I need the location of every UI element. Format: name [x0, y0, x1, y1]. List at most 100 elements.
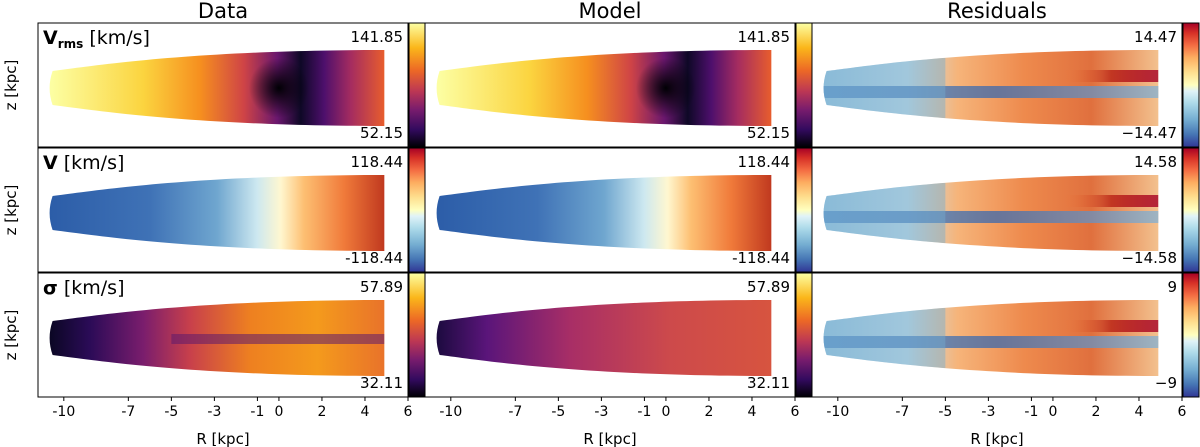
x-tick-label: -7: [508, 404, 522, 420]
y-axis-label: z [kpc]: [2, 60, 20, 111]
panel-frame: [811, 147, 1183, 273]
colorbar: [795, 272, 813, 398]
colorbar-max-label: 14.58: [1134, 153, 1177, 171]
galaxy-map: [436, 175, 772, 251]
galaxy-map: [436, 300, 772, 376]
x-axis-label: R [kpc]: [196, 430, 249, 447]
galaxy-map: [436, 50, 772, 126]
x-tick-label: -1: [1024, 404, 1038, 420]
colorbar-max-label: 9: [1167, 278, 1177, 296]
residual-negative-band: [823, 211, 1159, 223]
colorbar-min-label: -118.44: [732, 249, 790, 267]
residual-negative-band: [823, 336, 1159, 348]
panel-frame: [811, 22, 1183, 148]
x-tick-label: -1: [637, 404, 651, 420]
colorbar-max-label: 118.44: [351, 153, 404, 171]
x-tick-label: 0: [274, 404, 283, 420]
colorbar-min-label: 32.11: [360, 374, 403, 392]
colorbar-min-label: 32.11: [747, 374, 790, 392]
colorbar: [408, 147, 426, 273]
panel-r1-c3: 14.47 −14.47: [811, 22, 1200, 148]
colorbar: [795, 22, 813, 148]
x-tick-label: 0: [661, 404, 670, 420]
x-tick-label: -10: [826, 404, 849, 420]
colorbar: [795, 147, 813, 273]
panel-frame: [424, 272, 796, 398]
residual-positive-band: [1063, 70, 1159, 82]
colorbar-max-label: 14.47: [1134, 28, 1177, 46]
central-minimum: [248, 58, 309, 118]
x-tick-label: -1: [250, 404, 264, 420]
x-tick-label: -3: [207, 404, 221, 420]
galaxy-map: [49, 175, 385, 251]
x-tick-label: -5: [164, 404, 178, 420]
x-tick-label: -10: [439, 404, 462, 420]
panel-r2-c3: 14.58 −14.58: [811, 147, 1200, 273]
colorbar-max-label: 141.85: [351, 28, 404, 46]
x-tick-label: 6: [791, 404, 800, 420]
panel-r3-c3: 9 −9: [811, 272, 1200, 398]
colorbar: [408, 272, 426, 398]
colorbar-max-label: 57.89: [360, 278, 403, 296]
x-tick-label: -7: [121, 404, 135, 420]
residual-positive-band: [1063, 320, 1159, 332]
column-title: Residuals: [947, 0, 1047, 23]
cold-midplane: [171, 334, 385, 344]
colorbar-min-label: −14.47: [1121, 124, 1177, 142]
x-tick-label: 0: [1048, 404, 1057, 420]
column-title: Data: [198, 0, 248, 23]
residual-negative-band: [823, 86, 1159, 98]
residual-left-region: [823, 308, 946, 368]
x-tick-label: 4: [1135, 404, 1144, 420]
galaxy-map: [49, 50, 385, 126]
panel-frame: [37, 147, 409, 273]
x-tick-label: -5: [938, 404, 952, 420]
residual-left-region: [823, 183, 946, 243]
x-axis-label: R [kpc]: [583, 430, 636, 447]
x-axis-label: R [kpc]: [970, 430, 1023, 447]
colorbar-min-label: −14.58: [1121, 249, 1177, 267]
x-tick-label: 4: [748, 404, 757, 420]
colorbar: [408, 22, 426, 148]
colorbar-min-label: −9: [1155, 374, 1177, 392]
panel-r1-c1: 141.85 52.15: [37, 22, 426, 148]
y-axis-label: z [kpc]: [2, 185, 20, 236]
x-tick-label: 6: [404, 404, 413, 420]
colorbar: [1182, 22, 1200, 148]
x-tick-label: -3: [981, 404, 995, 420]
x-tick-label: -5: [551, 404, 565, 420]
x-tick-label: -7: [895, 404, 909, 420]
panel-frame: [424, 22, 796, 148]
panel-frame: [424, 147, 796, 273]
panel-frame: [37, 22, 409, 148]
residual-positive-band: [1063, 195, 1159, 207]
panel-frame: [811, 272, 1183, 398]
y-axis-label: z [kpc]: [2, 310, 20, 361]
x-tick-label: -10: [52, 404, 75, 420]
colorbar: [1182, 147, 1200, 273]
x-tick-label: 4: [361, 404, 370, 420]
panel-frame: [37, 272, 409, 398]
colorbar-max-label: 57.89: [747, 278, 790, 296]
row-label: Vrms [km/s]: [43, 27, 150, 51]
row-label: V [km/s]: [43, 152, 124, 174]
x-tick-label: 6: [1178, 404, 1187, 420]
residual-left-region: [823, 58, 946, 118]
column-title: Model: [578, 0, 641, 23]
x-tick-label: 2: [317, 404, 326, 420]
colorbar-min-label: 52.15: [360, 124, 403, 142]
colorbar-max-label: 118.44: [738, 153, 791, 171]
x-tick-label: -3: [594, 404, 608, 420]
panel-r3-c2: 57.89 32.11: [424, 272, 813, 398]
x-tick-label: 2: [704, 404, 713, 420]
row-label: σ [km/s]: [43, 277, 125, 299]
central-minimum: [635, 58, 696, 118]
x-tick-label: 2: [1091, 404, 1100, 420]
panel-r1-c2: 141.85 52.15: [424, 22, 813, 148]
panel-r2-c2: 118.44 -118.44: [424, 147, 813, 273]
colorbar: [1182, 272, 1200, 398]
panel-r2-c1: 118.44 -118.44: [37, 147, 426, 273]
colorbar-min-label: -118.44: [345, 249, 403, 267]
colorbar-min-label: 52.15: [747, 124, 790, 142]
